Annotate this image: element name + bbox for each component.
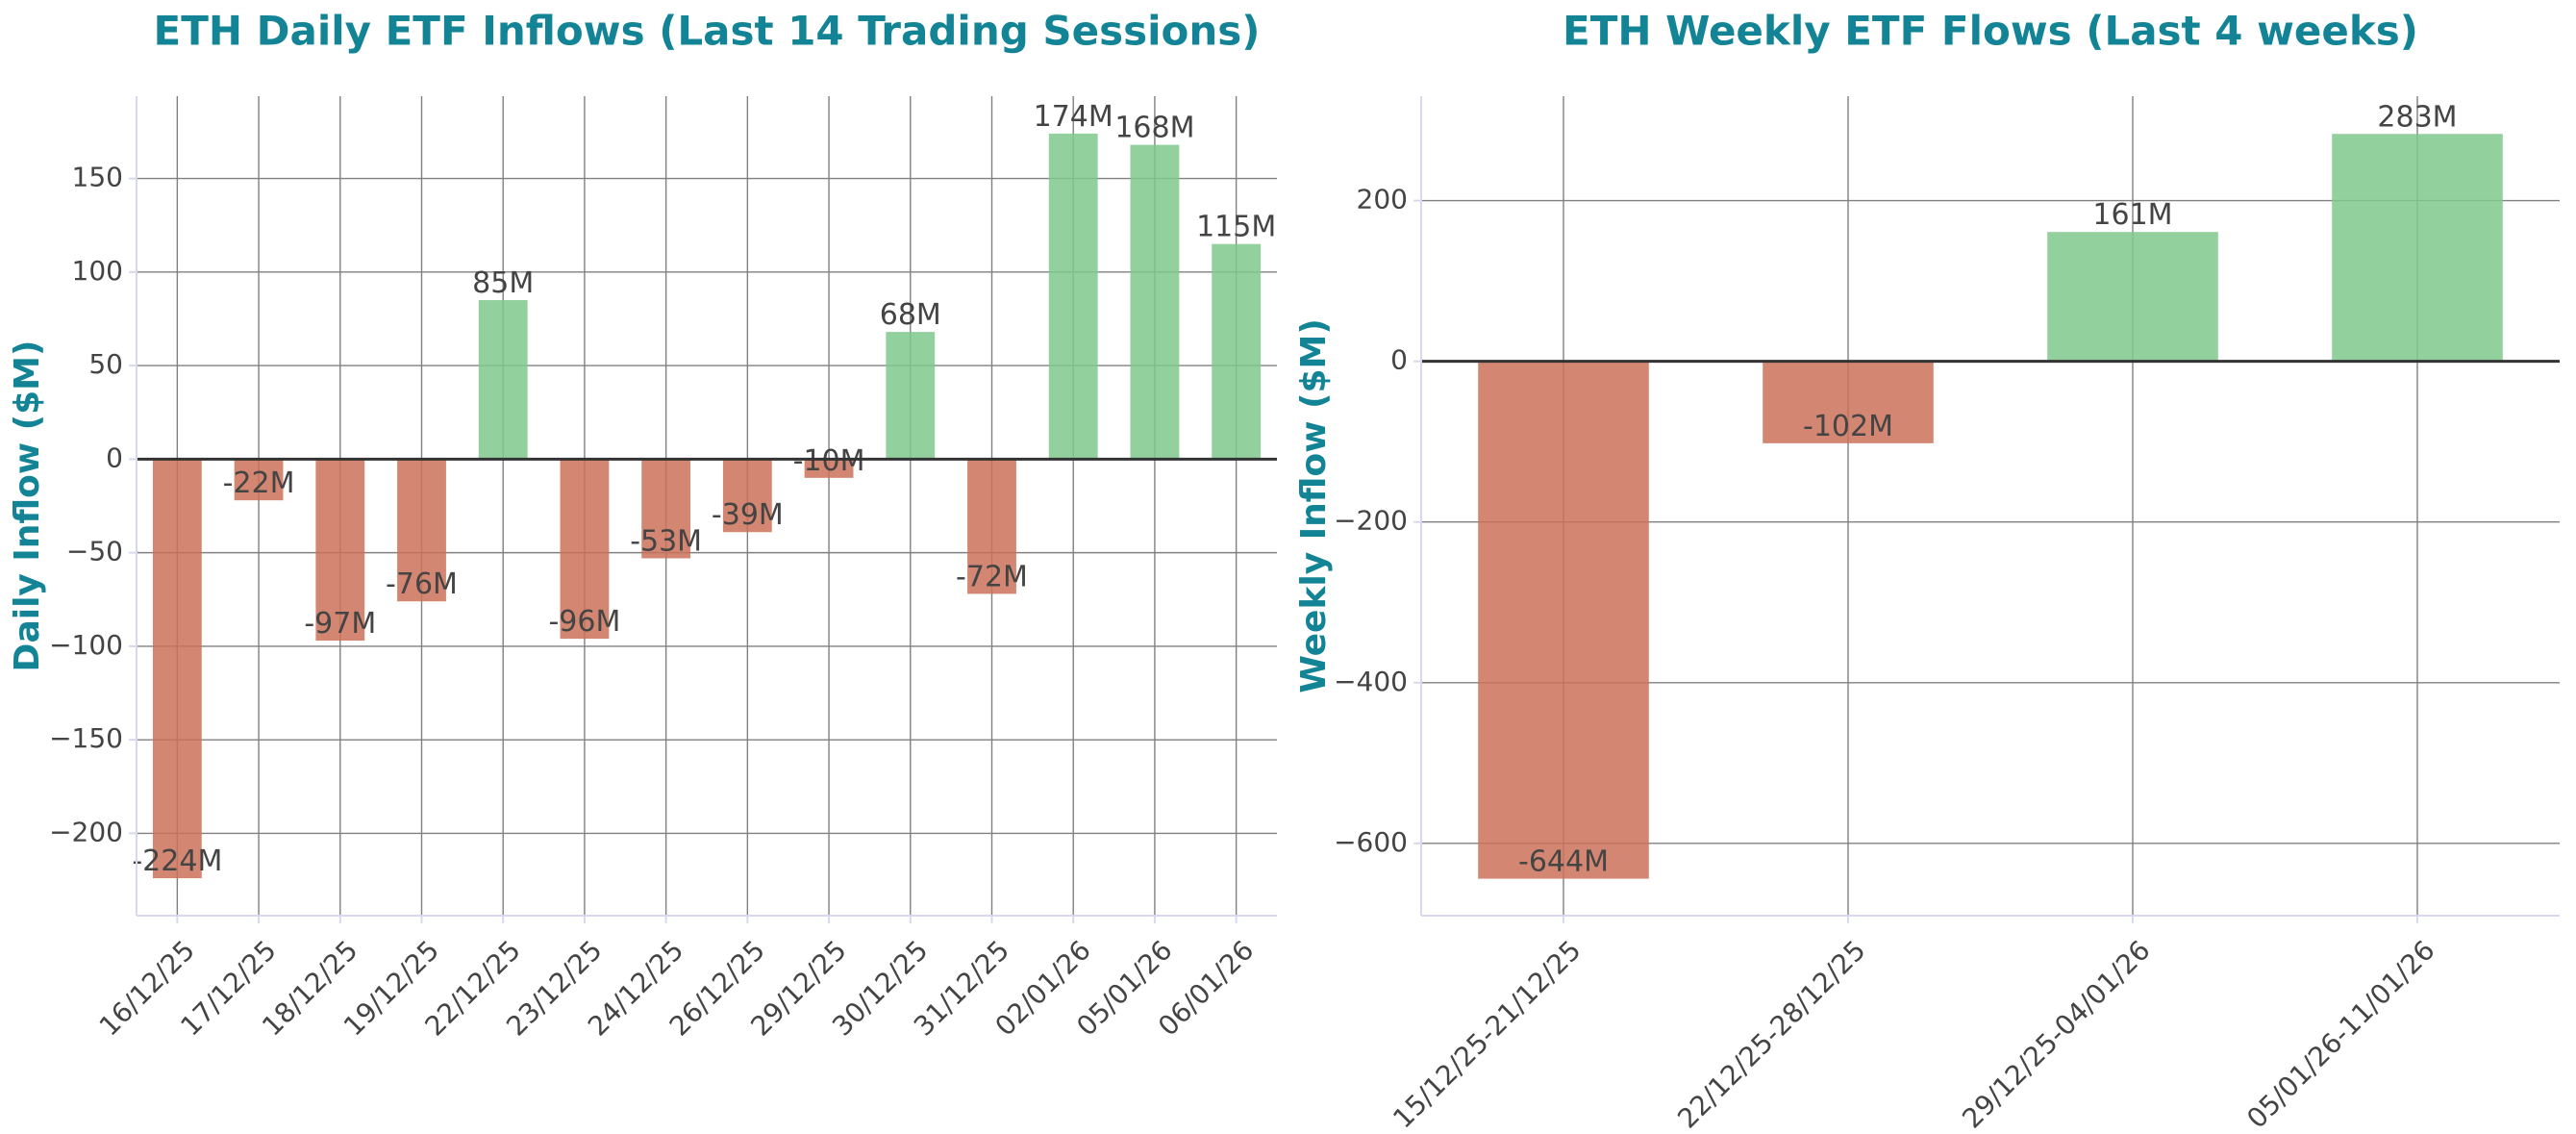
data-label: 174M — [1034, 100, 1113, 134]
data-label: -53M — [630, 524, 702, 558]
data-label: -224M — [132, 844, 222, 878]
bar-18/12/25 — [315, 459, 365, 642]
data-label: -644M — [1518, 845, 1609, 879]
x-tick-label: 05/01/26-11/01/26 — [2240, 934, 2440, 1130]
bar-05/01/26-11/01/26 — [2332, 134, 2503, 362]
data-label: 85M — [472, 266, 534, 300]
data-label: 283M — [2377, 100, 2457, 134]
y-tick-label: 150 — [72, 162, 123, 193]
data-label: -97M — [304, 607, 376, 641]
bar-23/12/25 — [560, 459, 610, 640]
data-label: 115M — [1196, 211, 1276, 244]
bar-06/01/26 — [1212, 243, 1262, 460]
y-tick-label: 0 — [106, 441, 123, 473]
y-tick-label: 100 — [72, 255, 123, 287]
y-axis-label: Daily Inflow ($M) — [8, 340, 47, 672]
y-tick-label: −400 — [1334, 666, 1408, 697]
bar-05/01/26 — [1130, 144, 1180, 460]
data-label: -72M — [956, 560, 1028, 593]
chart-panel-1: ETH Daily ETF Inflows (Last 14 Trading S… — [8, 8, 1277, 1043]
data-label: 68M — [880, 298, 941, 332]
bar-29/12/25-04/01/26 — [2047, 232, 2218, 362]
y-tick-label: 50 — [88, 348, 123, 380]
y-tick-label: −150 — [49, 722, 123, 754]
x-tick-label: 29/12/25-04/01/26 — [1956, 934, 2156, 1130]
y-tick-label: 200 — [1357, 184, 1408, 215]
bar-29/12/25 — [804, 459, 854, 478]
x-tick-label: 15/12/25-21/12/25 — [1387, 934, 1587, 1130]
bar-26/12/25 — [722, 459, 772, 533]
y-tick-label: −600 — [1334, 826, 1408, 858]
chart-panel-2: ETH Weekly ETF Flows (Last 4 weeks) Weekl… — [1294, 8, 2560, 1134]
y-axis-label: Weekly Inflow ($M) — [1294, 318, 1334, 693]
data-label: -102M — [1803, 410, 1893, 443]
data-label: 161M — [2092, 198, 2172, 232]
data-label: -76M — [386, 567, 458, 601]
data-label: -96M — [548, 605, 620, 639]
data-label: 168M — [1114, 112, 1194, 145]
bar-22/12/25 — [478, 300, 528, 460]
bar-24/12/25 — [641, 459, 691, 559]
bar-19/12/25 — [397, 459, 446, 602]
data-label: -22M — [223, 466, 295, 500]
chart-title: ETH Weekly ETF Flows (Last 4 weeks) — [1563, 8, 2418, 55]
bar-15/12/25-21/12/25 — [1478, 361, 1649, 879]
bar-31/12/25 — [967, 459, 1016, 594]
y-tick-label: −200 — [1334, 505, 1408, 537]
bar-02/01/26 — [1048, 133, 1098, 460]
y-tick-label: 0 — [1390, 344, 1408, 376]
bar-17/12/25 — [234, 459, 284, 501]
data-label: -39M — [712, 498, 784, 532]
chart-title: ETH Daily ETF Inflows (Last 14 Trading S… — [154, 8, 1261, 55]
y-tick-label: −200 — [49, 816, 123, 847]
bar-16/12/25 — [152, 459, 202, 879]
bar-22/12/25-28/12/25 — [1763, 361, 1934, 443]
bar-30/12/25 — [886, 332, 936, 460]
y-tick-label: −100 — [49, 629, 123, 661]
x-tick-label: 22/12/25-28/12/25 — [1671, 934, 1871, 1130]
data-label: -10M — [793, 444, 865, 478]
y-tick-label: −50 — [66, 536, 123, 567]
